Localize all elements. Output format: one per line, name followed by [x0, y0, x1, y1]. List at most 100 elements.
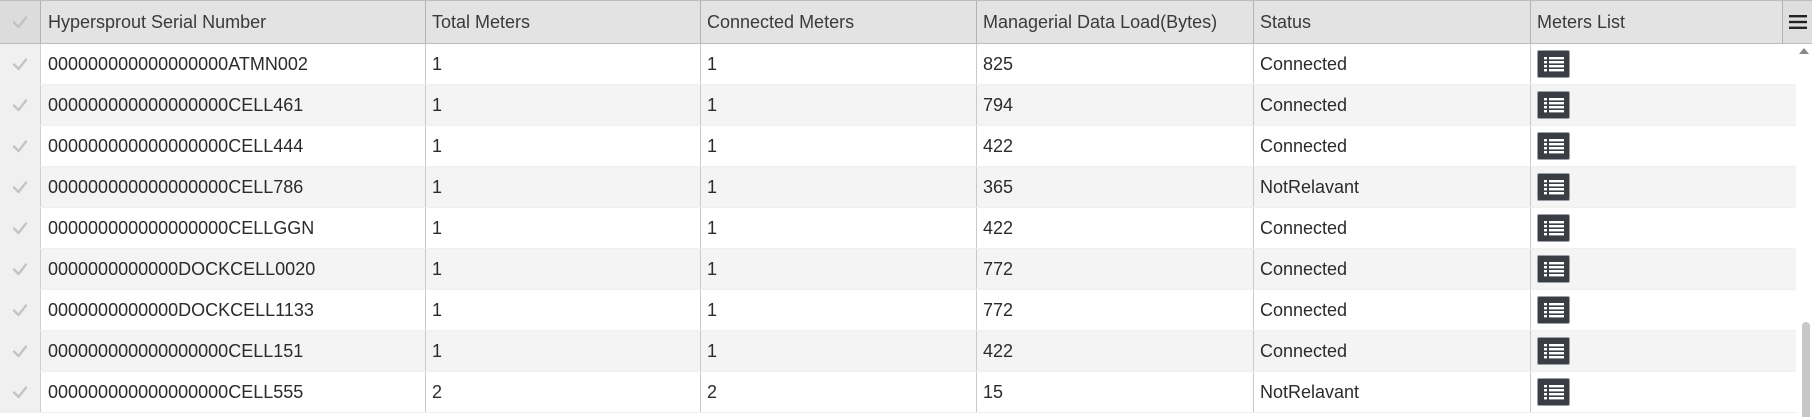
grid-header: Hypersprout Serial Number Total Meters C… — [0, 0, 1812, 44]
cell-load-text: 772 — [983, 299, 1014, 320]
table-row[interactable]: 0000000000000DOCKCELL1133 1 1 772 Connec… — [0, 290, 1796, 331]
cell-status-text: NotRelavant — [1260, 176, 1360, 197]
scroll-up-arrow-icon[interactable] — [1799, 48, 1809, 54]
cell-total-meters: 1 — [425, 331, 700, 371]
cell-serial-number: 000000000000000000ATMN002 — [42, 44, 425, 84]
cell-total-meters: 1 — [425, 167, 700, 207]
row-select-checkbox[interactable] — [0, 208, 41, 248]
cell-meters-list — [1530, 126, 1796, 166]
meters-list-button[interactable] — [1537, 255, 1570, 283]
header-meters-list[interactable]: Meters List — [1530, 1, 1783, 43]
cell-serial-number: 0000000000000DOCKCELL1133 — [42, 290, 425, 330]
cell-serial-number: 000000000000000000CELL151 — [42, 331, 425, 371]
cell-data-load: 825 — [976, 44, 1253, 84]
header-data-load[interactable]: Managerial Data Load(Bytes) — [976, 1, 1253, 43]
cell-connected-meters: 1 — [700, 290, 976, 330]
cell-load-text: 794 — [983, 94, 1014, 115]
cell-connected-text: 1 — [707, 176, 718, 197]
cell-connected-text: 1 — [707, 340, 718, 361]
checkmark-icon — [12, 16, 28, 29]
table-row[interactable]: 000000000000000000CELL786 1 1 365 NotRel… — [0, 167, 1796, 208]
cell-total-text: 1 — [432, 340, 443, 361]
cell-total-meters: 2 — [425, 372, 700, 412]
header-status[interactable]: Status — [1253, 1, 1530, 43]
row-select-checkbox[interactable] — [0, 249, 41, 289]
grid-menu-button[interactable] — [1782, 1, 1812, 43]
cell-status: NotRelavant — [1253, 372, 1530, 412]
row-select-checkbox[interactable] — [0, 85, 41, 125]
cell-status-text: Connected — [1260, 258, 1348, 279]
cell-status: Connected — [1253, 290, 1530, 330]
cell-data-load: 422 — [976, 126, 1253, 166]
row-select-checkbox[interactable] — [0, 372, 41, 412]
meters-list-button[interactable] — [1537, 91, 1570, 119]
cell-connected-meters: 1 — [700, 85, 976, 125]
cell-total-meters: 1 — [425, 126, 700, 166]
row-select-checkbox[interactable] — [0, 44, 41, 84]
checkmark-icon — [12, 58, 28, 71]
checkmark-icon — [12, 345, 28, 358]
meters-list-button[interactable] — [1537, 132, 1570, 160]
vertical-scrollbar[interactable] — [1796, 44, 1812, 417]
cell-status: Connected — [1253, 85, 1530, 125]
table-row[interactable]: 000000000000000000CELL151 1 1 422 Connec… — [0, 331, 1796, 372]
cell-status: Connected — [1253, 331, 1530, 371]
meters-list-button[interactable] — [1537, 378, 1570, 406]
table-row[interactable]: 000000000000000000CELL555 2 2 15 NotRela… — [0, 372, 1796, 413]
cell-status: Connected — [1253, 126, 1530, 166]
list-icon — [1543, 57, 1564, 72]
row-select-checkbox[interactable] — [0, 126, 41, 166]
cell-serial-text: 000000000000000000CELL555 — [48, 381, 304, 402]
list-icon — [1543, 180, 1564, 195]
checkmark-icon — [12, 304, 28, 317]
cell-status-text: Connected — [1260, 340, 1348, 361]
cell-connected-meters: 1 — [700, 44, 976, 84]
cell-status: Connected — [1253, 249, 1530, 289]
cell-status: Connected — [1253, 208, 1530, 248]
cell-data-load: 365 — [976, 167, 1253, 207]
header-total-meters[interactable]: Total Meters — [425, 1, 700, 43]
cell-connected-meters: 1 — [700, 208, 976, 248]
row-select-checkbox[interactable] — [0, 290, 41, 330]
meters-list-button[interactable] — [1537, 50, 1570, 78]
cell-total-text: 1 — [432, 53, 443, 74]
row-select-checkbox[interactable] — [0, 331, 41, 371]
cell-serial-text: 000000000000000000CELL151 — [48, 340, 304, 361]
cell-load-text: 772 — [983, 258, 1014, 279]
cell-status-text: Connected — [1260, 94, 1348, 115]
cell-serial-number: 000000000000000000CELL555 — [42, 372, 425, 412]
cell-total-text: 1 — [432, 176, 443, 197]
cell-total-meters: 1 — [425, 85, 700, 125]
cell-data-load: 772 — [976, 249, 1253, 289]
meters-list-button[interactable] — [1537, 173, 1570, 201]
cell-connected-meters: 1 — [700, 126, 976, 166]
scrollbar-thumb[interactable] — [1802, 322, 1810, 417]
list-icon — [1543, 139, 1564, 154]
cell-total-text: 1 — [432, 135, 443, 156]
table-row[interactable]: 0000000000000DOCKCELL0020 1 1 772 Connec… — [0, 249, 1796, 290]
list-icon — [1543, 221, 1564, 236]
meters-list-button[interactable] — [1537, 214, 1570, 242]
table-row[interactable]: 000000000000000000CELL444 1 1 422 Connec… — [0, 126, 1796, 167]
table-row[interactable]: 000000000000000000ATMN002 1 1 825 Connec… — [0, 44, 1796, 85]
header-serial-number[interactable]: Hypersprout Serial Number — [48, 11, 267, 32]
cell-data-load: 422 — [976, 208, 1253, 248]
meters-list-button[interactable] — [1537, 337, 1570, 365]
checkmark-icon — [12, 386, 28, 399]
table-row[interactable]: 000000000000000000CELLGGN 1 1 422 Connec… — [0, 208, 1796, 249]
cell-status-text: Connected — [1260, 299, 1348, 320]
meters-list-button[interactable] — [1537, 296, 1570, 324]
cell-load-text: 365 — [983, 176, 1014, 197]
select-all-checkbox[interactable] — [0, 1, 41, 43]
cell-serial-number: 000000000000000000CELL461 — [42, 85, 425, 125]
table-row[interactable]: 000000000000000000CELL461 1 1 794 Connec… — [0, 85, 1796, 126]
cell-meters-list — [1530, 372, 1796, 412]
cell-meters-list — [1530, 208, 1796, 248]
row-select-checkbox[interactable] — [0, 167, 41, 207]
cell-serial-text: 0000000000000DOCKCELL0020 — [48, 258, 316, 279]
header-connected-meters[interactable]: Connected Meters — [700, 1, 976, 43]
cell-connected-meters: 1 — [700, 249, 976, 289]
list-icon — [1543, 303, 1564, 318]
cell-serial-number: 000000000000000000CELL786 — [42, 167, 425, 207]
